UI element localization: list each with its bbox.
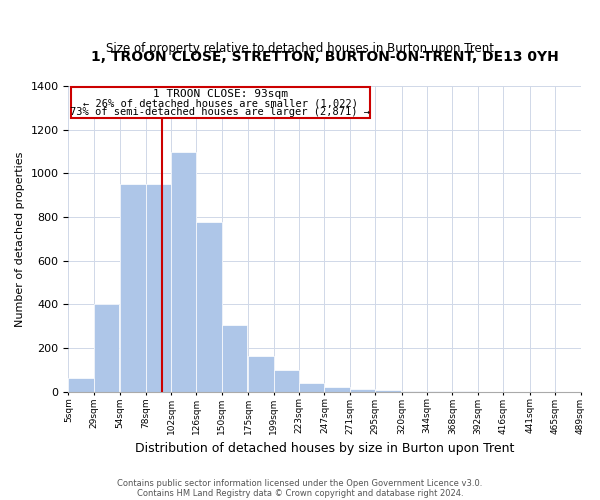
- Bar: [222, 325, 247, 392]
- Bar: [171, 152, 196, 392]
- Title: 1, TROON CLOSE, STRETTON, BURTON-ON-TRENT, DE13 0YH: 1, TROON CLOSE, STRETTON, BURTON-ON-TREN…: [91, 50, 559, 64]
- Text: ← 26% of detached houses are smaller (1,022): ← 26% of detached houses are smaller (1,…: [83, 98, 358, 108]
- Y-axis label: Number of detached properties: Number of detached properties: [15, 151, 25, 326]
- X-axis label: Distribution of detached houses by size in Burton upon Trent: Distribution of detached houses by size …: [135, 442, 514, 455]
- Text: Contains public sector information licensed under the Open Government Licence v3: Contains public sector information licen…: [118, 478, 482, 488]
- Bar: [427, 391, 452, 392]
- Bar: [120, 184, 146, 392]
- Bar: [196, 222, 222, 392]
- Bar: [274, 370, 299, 392]
- Text: 1 TROON CLOSE: 93sqm: 1 TROON CLOSE: 93sqm: [153, 90, 288, 100]
- Bar: [325, 388, 350, 392]
- Text: Size of property relative to detached houses in Burton upon Trent: Size of property relative to detached ho…: [106, 42, 494, 55]
- Bar: [375, 390, 401, 392]
- Bar: [248, 356, 274, 392]
- Text: 73% of semi-detached houses are larger (2,871) →: 73% of semi-detached houses are larger (…: [70, 107, 370, 117]
- Bar: [401, 390, 427, 392]
- Bar: [146, 184, 171, 392]
- Bar: [94, 304, 119, 392]
- Bar: [299, 384, 325, 392]
- Text: Contains HM Land Registry data © Crown copyright and database right 2024.: Contains HM Land Registry data © Crown c…: [137, 488, 463, 498]
- Bar: [350, 389, 375, 392]
- Bar: [68, 378, 94, 392]
- FancyBboxPatch shape: [71, 87, 370, 118]
